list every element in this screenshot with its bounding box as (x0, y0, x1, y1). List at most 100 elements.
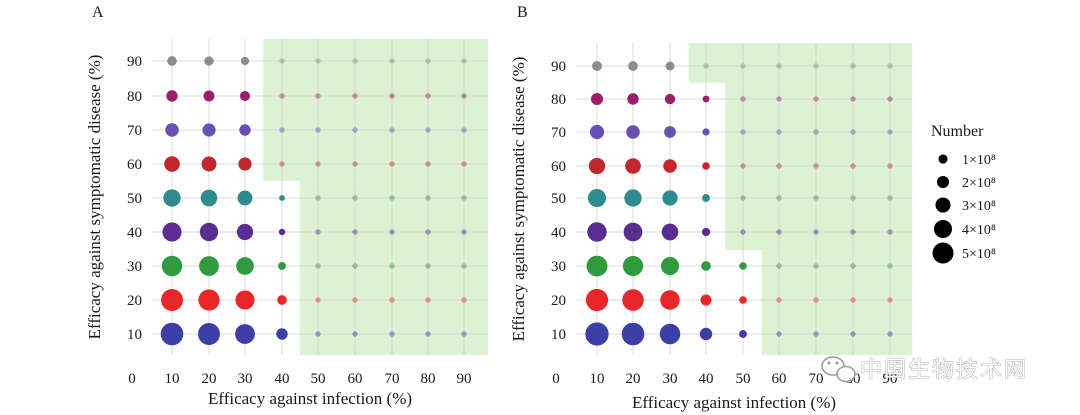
point-x90-y70 (887, 129, 893, 135)
y-tick-label-60: 60 (551, 159, 566, 175)
x-tick-label-60: 60 (348, 371, 363, 387)
point-x10-y30 (586, 255, 608, 277)
point-x70-y40 (813, 229, 819, 235)
point-x50-y60 (315, 161, 321, 167)
point-x60-y80 (352, 93, 358, 99)
point-x90-y90 (461, 58, 467, 64)
point-x60-y30 (352, 263, 358, 269)
point-x10-y60 (164, 156, 180, 172)
point-x30-y80 (664, 93, 676, 105)
point-x20-y60 (201, 156, 217, 172)
x-axis-label: Efficacy against infection (%) (632, 393, 836, 412)
point-x30-y70 (239, 124, 251, 136)
y-tick-label-20: 20 (127, 293, 142, 309)
point-x50-y30 (315, 263, 321, 269)
point-x30-y30 (236, 257, 254, 275)
x-tick-label-70: 70 (385, 371, 400, 387)
point-x80-y30 (850, 263, 856, 269)
point-x40-y50 (702, 194, 710, 202)
x-tick-label-30: 30 (238, 371, 253, 387)
point-x70-y60 (389, 161, 395, 167)
point-x50-y60 (740, 163, 746, 169)
x-tick-label-0: 0 (552, 371, 560, 387)
point-x90-y60 (461, 161, 467, 167)
point-x30-y50 (662, 190, 678, 206)
legend-items: 1×10⁸ 2×10⁸ 3×10⁸ 4×10⁸ 5×10⁸ (932, 153, 996, 264)
point-x40-y10 (276, 328, 288, 340)
point-x80-y60 (425, 161, 431, 167)
point-x80-y70 (850, 129, 856, 135)
point-x70-y40 (389, 229, 395, 235)
point-x30-y10 (659, 323, 681, 345)
point-x90-y70 (461, 127, 467, 133)
point-x40-y60 (702, 162, 710, 170)
point-x30-y20 (235, 290, 255, 310)
point-x60-y90 (776, 63, 782, 69)
point-x90-y30 (887, 263, 893, 269)
point-x10-y90 (592, 61, 602, 71)
point-x60-y30 (776, 263, 782, 269)
point-x70-y20 (389, 297, 395, 303)
point-x20-y40 (623, 222, 643, 242)
point-x80-y50 (850, 195, 856, 201)
point-x30-y40 (661, 223, 679, 241)
point-x20-y40 (199, 222, 219, 242)
point-x20-y70 (626, 125, 640, 139)
point-x80-y60 (850, 163, 856, 169)
point-x50-y50 (740, 195, 746, 201)
point-x10-y70 (165, 123, 179, 137)
point-x80-y30 (425, 263, 431, 269)
point-x70-y70 (813, 129, 819, 135)
x-tick-label-10: 10 (165, 371, 180, 387)
point-x90-y20 (887, 297, 893, 303)
legend-marker-3 (935, 197, 951, 213)
point-x10-y80 (590, 92, 604, 106)
point-x60-y60 (776, 163, 782, 169)
y-tick-label-40: 40 (127, 225, 142, 241)
point-x80-y80 (425, 93, 431, 99)
x-tick-label-60: 60 (772, 371, 787, 387)
point-x20-y90 (204, 56, 214, 66)
y-tick-label-80: 80 (127, 89, 142, 105)
point-x30-y90 (665, 61, 675, 71)
point-x80-y20 (850, 297, 856, 303)
point-x20-y10 (621, 322, 645, 346)
point-x80-y40 (425, 229, 431, 235)
point-x40-y40 (278, 228, 286, 236)
point-x50-y20 (315, 297, 321, 303)
point-x40-y60 (279, 161, 285, 167)
point-x60-y70 (776, 129, 782, 135)
y-tick-label-90: 90 (127, 54, 142, 70)
y-tick-label-40: 40 (551, 225, 566, 241)
point-x60-y20 (776, 297, 782, 303)
x-tick-label-90: 90 (457, 371, 472, 387)
point-x30-y40 (236, 223, 254, 241)
point-x40-y90 (279, 58, 285, 64)
point-x10-y20 (585, 288, 609, 312)
point-x40-y70 (702, 128, 710, 136)
point-x80-y80 (850, 96, 856, 102)
point-x40-y70 (279, 127, 285, 133)
point-x70-y10 (389, 331, 395, 337)
point-x50-y90 (315, 58, 321, 64)
point-x10-y50 (587, 188, 607, 208)
point-x60-y80 (776, 96, 782, 102)
point-x90-y80 (887, 96, 893, 102)
legend-marker-5 (932, 242, 954, 264)
point-x70-y20 (813, 297, 819, 303)
point-x70-y80 (389, 93, 395, 99)
point-x40-y80 (702, 95, 710, 103)
point-x50-y10 (315, 331, 321, 337)
point-x60-y50 (776, 195, 782, 201)
point-x10-y90 (167, 56, 177, 66)
point-x60-y50 (352, 195, 358, 201)
y-axis-label: Efficacy against symptomatic disease (%) (509, 57, 528, 342)
point-x30-y10 (235, 324, 255, 344)
panel-label-b: B (517, 4, 528, 21)
point-x40-y30 (278, 262, 286, 270)
y-tick-label-30: 30 (551, 259, 566, 275)
point-x90-y20 (461, 297, 467, 303)
point-x80-y90 (850, 63, 856, 69)
point-x40-y10 (699, 327, 713, 341)
wechat-icon (821, 356, 856, 383)
